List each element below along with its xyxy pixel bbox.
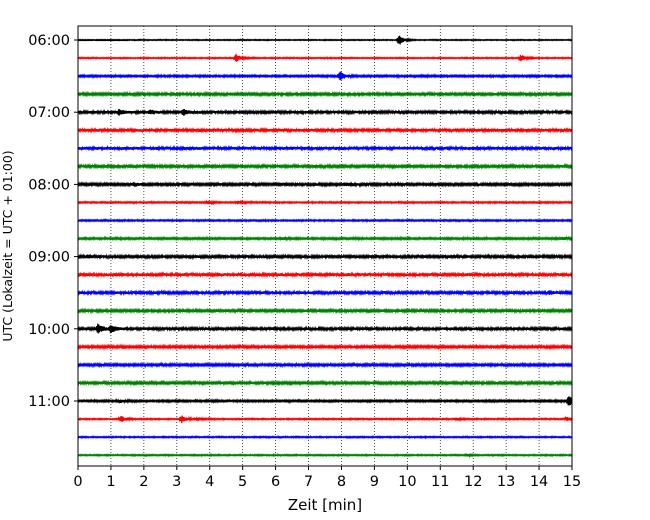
x-tick-label: 14 — [530, 474, 548, 490]
x-tick-label: 13 — [497, 474, 515, 490]
y-tick-label: 07:00 — [28, 105, 70, 121]
x-tick-label: 0 — [73, 474, 82, 490]
seismogram-trace — [77, 271, 573, 279]
seismogram-trace — [77, 53, 573, 62]
x-tick-label: 3 — [172, 474, 181, 490]
x-tick-label: 9 — [370, 474, 379, 490]
seismogram-trace — [77, 108, 573, 116]
seismogram-traces — [77, 35, 573, 459]
y-tick-label: 09:00 — [28, 250, 70, 266]
seismogram-trace — [77, 396, 573, 406]
seismogram-trace — [77, 415, 573, 424]
y-tick-label: 11:00 — [28, 394, 70, 410]
x-tick-label: 4 — [205, 474, 214, 490]
x-tick-label: 6 — [271, 474, 280, 490]
x-tick-label: 15 — [563, 474, 581, 490]
seismogram-trace — [77, 126, 573, 134]
seismogram-trace — [77, 162, 573, 170]
x-axis-ticks: 0 1 2 3 4 5 6 7 8 9 10 11 12 13 14 15 — [73, 466, 581, 490]
seismogram-trace — [77, 199, 573, 206]
seismogram-trace — [77, 343, 573, 351]
x-tick-label: 12 — [464, 474, 482, 490]
y-tick-label: 06:00 — [28, 33, 70, 49]
x-tick-label: 1 — [106, 474, 115, 490]
y-axis-ticks: 06:00 07:00 08:00 09:00 10:00 11:00 — [28, 33, 78, 410]
y-tick-label: 08:00 — [28, 177, 70, 193]
x-tick-label: 7 — [304, 474, 313, 490]
seismogram-trace — [77, 289, 573, 297]
seismogram-trace — [77, 235, 573, 242]
vertical-grid — [110, 26, 540, 466]
seismogram-trace — [77, 144, 573, 152]
x-tick-label: 11 — [431, 474, 449, 490]
seismogram-trace — [77, 434, 573, 440]
seismogram-trace — [77, 71, 573, 81]
x-tick-label: 5 — [238, 474, 247, 490]
seismogram-trace — [77, 180, 573, 188]
seismogram-trace — [77, 307, 573, 315]
y-axis-label: UTC (Lokalzeit = UTC + 01:00) — [0, 150, 15, 341]
x-axis-label: Zeit [min] — [288, 496, 362, 514]
seismogram-trace — [77, 253, 573, 261]
seismogram-trace — [77, 379, 573, 387]
seismogram-trace — [77, 361, 573, 369]
seismogram-trace — [77, 90, 573, 98]
x-tick-label: 2 — [139, 474, 148, 490]
seismogram-trace — [77, 217, 573, 223]
seismogram-trace — [77, 35, 573, 45]
x-tick-label: 8 — [337, 474, 346, 490]
seismogram-trace — [77, 323, 573, 334]
y-tick-label: 10:00 — [28, 322, 70, 338]
plot-frame — [77, 25, 573, 467]
seismogram-trace — [77, 452, 573, 459]
x-tick-label: 10 — [398, 474, 416, 490]
